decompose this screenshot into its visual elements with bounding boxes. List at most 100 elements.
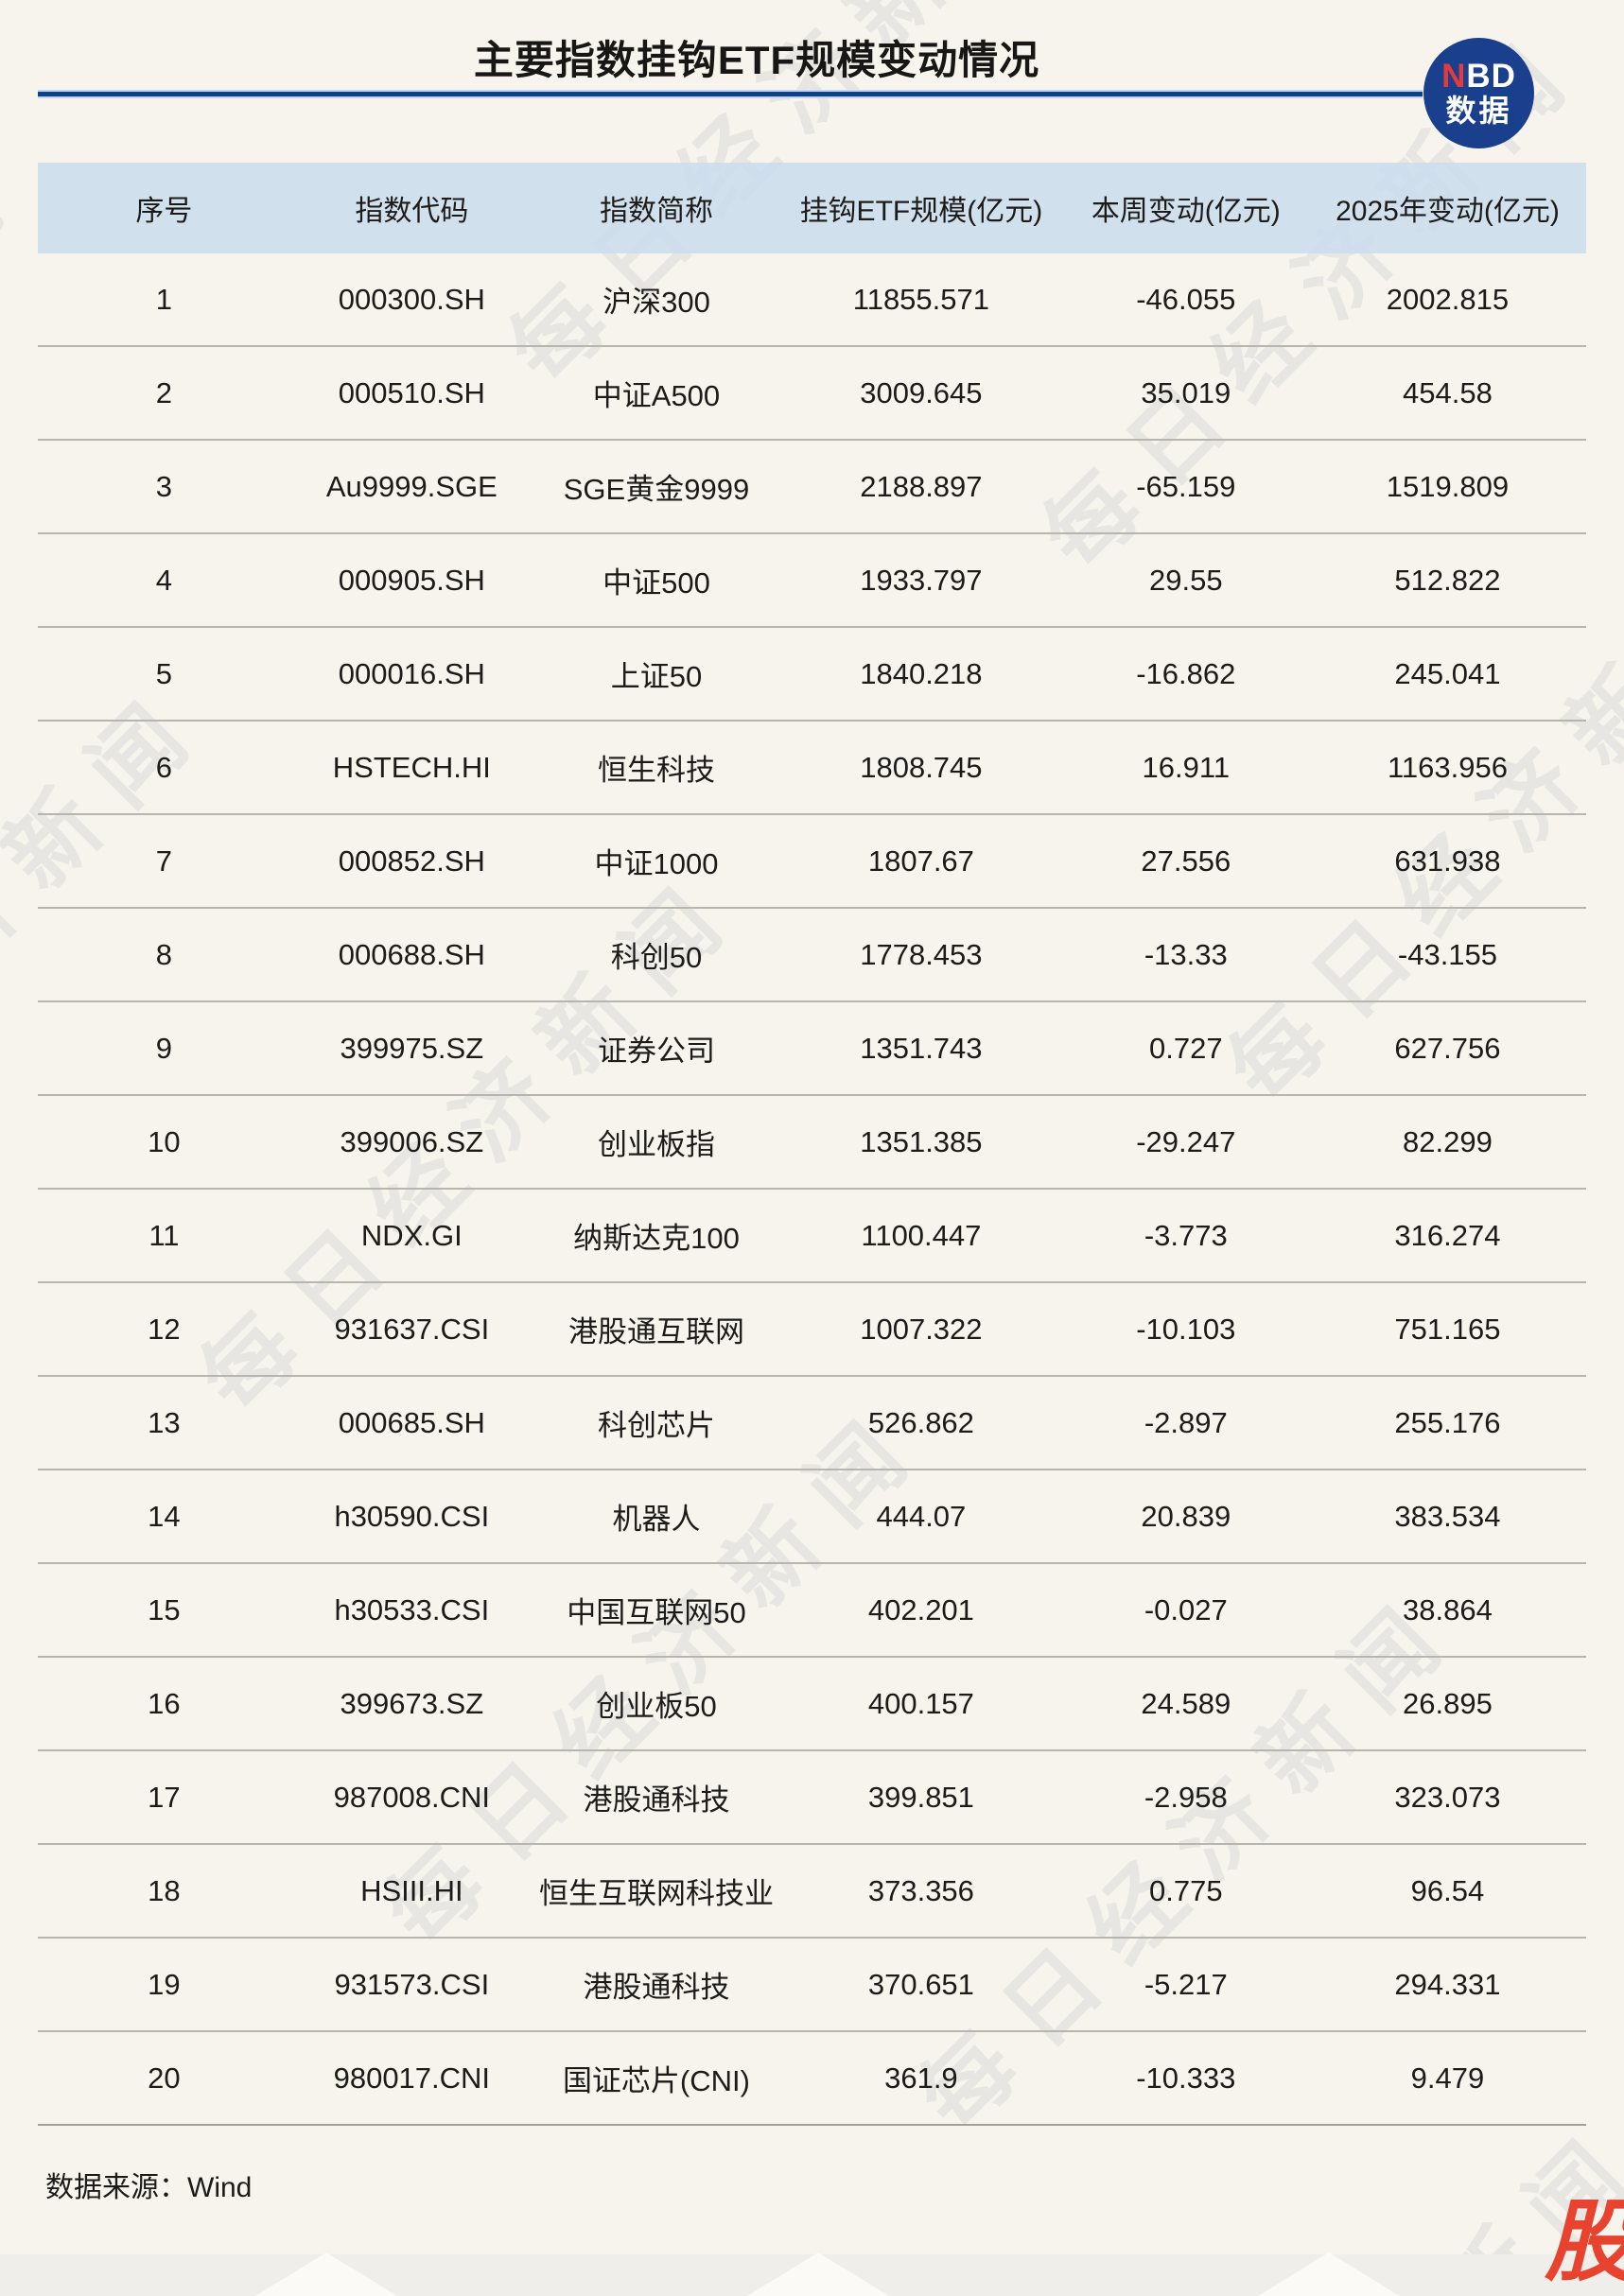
table-row: 7 000852.SH 中证1000 1807.67 27.556 631.93… xyxy=(38,815,1586,909)
cell-rank: 2 xyxy=(155,375,173,409)
cell-index-code: h30533.CSI xyxy=(334,1592,490,1626)
mountain-decoration-icon xyxy=(255,2253,397,2296)
cell-index-code: 000300.SH xyxy=(338,282,485,316)
cell-rank: 14 xyxy=(148,1499,181,1533)
cell-2025-change: 316.274 xyxy=(1394,1218,1501,1252)
cell-rank: 17 xyxy=(148,1780,181,1814)
footer-band xyxy=(0,2253,1624,2296)
cell-index-code: 000905.SH xyxy=(338,563,485,597)
cell-rank: 15 xyxy=(148,1592,181,1626)
cell-rank: 16 xyxy=(148,1686,181,1720)
table-row: 15 h30533.CSI 中国互联网50 402.201 -0.027 38.… xyxy=(38,1564,1586,1658)
cell-2025-change: 512.822 xyxy=(1394,563,1501,597)
cell-index-code: 000688.SH xyxy=(338,937,485,971)
cell-index-name: 证券公司 xyxy=(597,1035,715,1068)
cell-2025-change: 82.299 xyxy=(1403,1124,1493,1158)
cell-index-name: 中证A500 xyxy=(592,379,721,412)
cell-rank: 7 xyxy=(155,844,173,878)
cell-2025-change: 627.756 xyxy=(1394,1031,1501,1065)
cell-week-change: -0.027 xyxy=(1144,1592,1228,1626)
cell-2025-change: 9.479 xyxy=(1410,2061,1485,2095)
cell-etf-scale: 361.9 xyxy=(884,2061,958,2095)
cell-rank: 10 xyxy=(148,1124,181,1158)
cell-week-change: -46.055 xyxy=(1136,282,1236,316)
cell-index-name: 创业板指 xyxy=(597,1128,715,1161)
cell-index-code: HSTECH.HI xyxy=(332,750,491,784)
cell-index-name: 港股通科技 xyxy=(583,1783,730,1817)
cell-2025-change: 245.041 xyxy=(1394,656,1501,690)
table-row: 11 NDX.GI 纳斯达克100 1100.447 -3.773 316.27… xyxy=(38,1190,1586,1283)
cell-index-code: 399006.SZ xyxy=(340,1124,484,1158)
title-divider-rule xyxy=(38,90,1423,98)
cell-index-code: h30590.CSI xyxy=(334,1499,490,1533)
cell-rank: 8 xyxy=(155,937,173,971)
cell-index-name: 创业板50 xyxy=(596,1690,717,1723)
table-row: 5 000016.SH 上证50 1840.218 -16.862 245.04… xyxy=(38,628,1586,722)
cell-index-name: 港股通互联网 xyxy=(568,1315,744,1348)
cell-rank: 20 xyxy=(148,2061,181,2095)
cell-rank: 11 xyxy=(148,1218,180,1252)
cell-index-name: 恒生科技 xyxy=(597,754,715,787)
column-header-rank: 序号 xyxy=(135,196,193,227)
cell-2025-change: 96.54 xyxy=(1410,1873,1485,1907)
cell-index-code: 931637.CSI xyxy=(334,1312,490,1346)
cell-index-name: 中国互联网50 xyxy=(567,1596,746,1629)
column-header-index-name: 指数简称 xyxy=(599,196,713,227)
cell-index-code: 931573.CSI xyxy=(334,1967,490,2001)
table-row: 8 000688.SH 科创50 1778.453 -13.33 -43.155 xyxy=(38,909,1586,1002)
column-header-2025-change: 2025年变动(亿元) xyxy=(1336,196,1560,227)
cell-week-change: -2.897 xyxy=(1144,1405,1228,1439)
cell-week-change: 35.019 xyxy=(1141,375,1231,409)
cell-rank: 9 xyxy=(155,1031,173,1065)
cell-etf-scale: 1007.322 xyxy=(860,1312,983,1346)
table-body: 1 000300.SH 沪深300 11855.571 -46.055 2002… xyxy=(38,253,1586,2126)
cell-etf-scale: 1778.453 xyxy=(860,937,983,971)
cell-rank: 19 xyxy=(148,1967,181,2001)
cell-etf-scale: 1933.797 xyxy=(860,563,983,597)
cell-2025-change: 294.331 xyxy=(1394,1967,1501,2001)
etf-scale-table: 序号 指数代码 指数简称 挂钩ETF规模(亿元) 本周变动(亿元) 2025年变… xyxy=(38,163,1586,2126)
cell-2025-change: 631.938 xyxy=(1394,844,1501,878)
cell-index-code: 980017.CNI xyxy=(333,2061,491,2095)
cell-etf-scale: 3009.645 xyxy=(860,375,983,409)
cell-week-change: 16.911 xyxy=(1142,750,1231,784)
cell-2025-change: 751.165 xyxy=(1394,1312,1501,1346)
cell-index-name: 中证1000 xyxy=(594,847,719,880)
cell-index-name: 上证50 xyxy=(610,660,703,693)
cell-week-change: 24.589 xyxy=(1141,1686,1231,1720)
cell-etf-scale: 1808.745 xyxy=(860,750,983,784)
table-header-row: 序号 指数代码 指数简称 挂钩ETF规模(亿元) 本周变动(亿元) 2025年变… xyxy=(38,163,1586,253)
cell-etf-scale: 11855.571 xyxy=(852,282,990,316)
cell-index-name: 科创芯片 xyxy=(597,1409,715,1442)
table-row: 19 931573.CSI 港股通科技 370.651 -5.217 294.3… xyxy=(38,1939,1586,2032)
cell-index-name: 机器人 xyxy=(612,1503,701,1536)
cell-week-change: -65.159 xyxy=(1136,469,1236,503)
cell-2025-change: 38.864 xyxy=(1403,1592,1493,1626)
cell-index-code: 000685.SH xyxy=(338,1405,485,1439)
cell-index-name: SGE黄金9999 xyxy=(563,473,750,506)
cell-rank: 6 xyxy=(155,750,173,784)
cell-etf-scale: 2188.897 xyxy=(860,469,983,503)
cell-index-code: HSIII.HI xyxy=(360,1873,463,1907)
column-header-etf-scale: 挂钩ETF规模(亿元) xyxy=(799,196,1043,227)
table-row: 14 h30590.CSI 机器人 444.07 20.839 383.534 xyxy=(38,1470,1586,1564)
logo-letters-bd: BD xyxy=(1466,58,1516,96)
cell-etf-scale: 1100.447 xyxy=(861,1218,982,1252)
cell-index-name: 港股通科技 xyxy=(583,1971,730,2004)
cell-week-change: -3.773 xyxy=(1144,1218,1228,1252)
cell-index-code: 399975.SZ xyxy=(340,1031,484,1065)
nbd-data-logo: NBD 数据 xyxy=(1423,38,1534,148)
cell-index-name: 科创50 xyxy=(610,941,703,974)
cell-index-code: 399673.SZ xyxy=(340,1686,484,1720)
cell-etf-scale: 1351.385 xyxy=(860,1124,983,1158)
cell-etf-scale: 399.851 xyxy=(867,1780,974,1814)
cell-etf-scale: 526.862 xyxy=(867,1405,974,1439)
corner-brand-glyph: 股 xyxy=(1545,2198,1624,2287)
cell-2025-change: 26.895 xyxy=(1403,1686,1493,1720)
mountain-decoration-icon xyxy=(747,2253,889,2296)
cell-2025-change: 1163.956 xyxy=(1387,750,1508,784)
cell-etf-scale: 1807.67 xyxy=(867,844,974,878)
cell-week-change: -10.333 xyxy=(1136,2061,1236,2095)
cell-week-change: 20.839 xyxy=(1141,1499,1231,1533)
